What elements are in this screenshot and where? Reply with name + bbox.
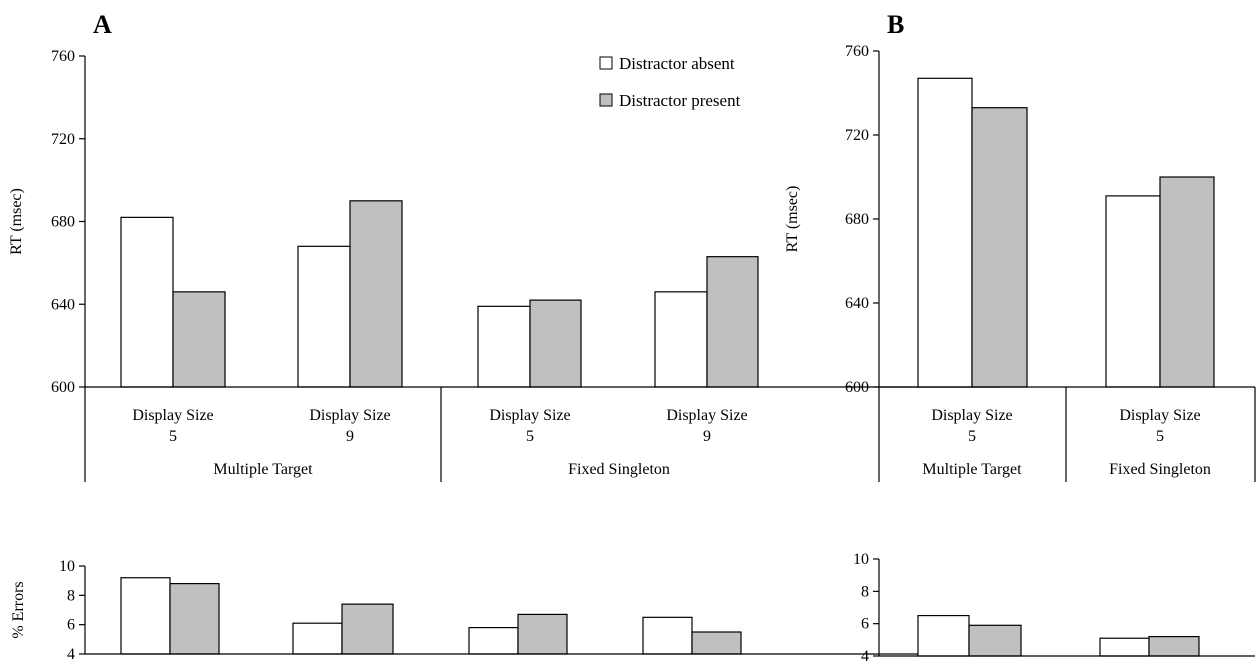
y-tick-label: 600 xyxy=(845,379,869,396)
x-category-label: Display Size xyxy=(666,407,747,424)
y-tick-label: 4 xyxy=(67,646,75,663)
y-tick-label: 8 xyxy=(861,583,869,600)
bar-distractor-absent xyxy=(642,616,693,655)
bar-distractor-absent xyxy=(917,77,973,388)
bar-distractor-absent xyxy=(917,614,970,657)
chart-a-rt: 600 640 680 720 760 RT (msec) Display Size 5 Dis… xyxy=(8,48,1000,482)
legend: Distractor absent Distractor present xyxy=(599,54,741,110)
legend-label-present: Distractor present xyxy=(619,91,741,110)
bar-distractor-present xyxy=(968,624,1022,657)
y-tick-label: 680 xyxy=(51,214,75,231)
y-axis-title: RT (msec) xyxy=(8,188,25,255)
chart-b-errors: 4 6 8 10 xyxy=(853,551,1255,663)
bar-distractor-present xyxy=(517,613,568,655)
x-category-label: Display Size xyxy=(1119,407,1200,424)
y-tick-label: 640 xyxy=(51,296,75,313)
x-category-value: 5 xyxy=(526,428,534,445)
bar-distractor-absent xyxy=(468,626,519,655)
x-group-label: Fixed Singleton xyxy=(568,461,670,478)
y-tick-label: 680 xyxy=(845,211,869,228)
bar-distractor-present xyxy=(349,200,403,388)
bar-distractor-absent xyxy=(120,577,171,655)
y-tick-label: 6 xyxy=(67,617,75,634)
x-category-label: Display Size xyxy=(132,407,213,424)
y-axis-title: RT (msec) xyxy=(784,186,801,253)
bar-distractor-absent xyxy=(477,305,531,388)
x-category-value: 9 xyxy=(703,428,711,445)
bar-distractor-present xyxy=(1148,635,1200,657)
bar-distractor-present xyxy=(706,256,759,388)
x-category-label: Display Size xyxy=(309,407,390,424)
y-tick-label: 6 xyxy=(861,616,869,633)
x-category-label: Display Size xyxy=(489,407,570,424)
bar-distractor-absent xyxy=(292,622,343,655)
y-tick-label: 10 xyxy=(853,551,869,568)
bar-distractor-present xyxy=(529,299,582,388)
bar-distractor-present xyxy=(971,107,1028,388)
y-tick-label: 10 xyxy=(59,558,75,575)
bar-distractor-present xyxy=(1159,176,1215,388)
y-axis-title: % Errors xyxy=(10,581,27,638)
bar-distractor-absent xyxy=(1099,637,1150,657)
bar-distractor-present xyxy=(169,582,220,655)
legend-swatch-absent xyxy=(599,56,613,70)
x-group-label: Fixed Singleton xyxy=(1109,461,1211,478)
panel-label-a: A xyxy=(93,10,112,39)
x-category-value: 5 xyxy=(169,428,177,445)
legend-label-absent: Distractor absent xyxy=(619,54,735,73)
legend-swatch-present xyxy=(599,93,613,107)
y-tick-label: 720 xyxy=(845,127,869,144)
chart-b-rt: 600 640 680 720 760 RT (msec) Display Size 5 Dis… xyxy=(784,43,1256,482)
y-tick-label: 720 xyxy=(51,131,75,148)
y-tick-label: 8 xyxy=(67,587,75,604)
bar-distractor-absent xyxy=(297,245,351,388)
x-category-value: 9 xyxy=(346,428,354,445)
bar-distractor-present xyxy=(341,603,394,655)
x-category-value: 5 xyxy=(1156,428,1164,445)
x-category-label: Display Size xyxy=(931,407,1012,424)
x-group-label: Multiple Target xyxy=(213,461,313,478)
chart-a-errors: 4 6 8 10 % Errors xyxy=(10,558,1000,663)
bar-distractor-absent xyxy=(1105,195,1161,388)
y-tick-label: 4 xyxy=(861,648,869,663)
bar-distractor-present xyxy=(691,631,742,655)
y-tick-label: 640 xyxy=(845,295,869,312)
bar-distractor-present xyxy=(172,291,226,388)
bar-distractor-absent xyxy=(654,291,708,388)
y-tick-label: 760 xyxy=(845,43,869,60)
bar-distractor-absent xyxy=(120,216,174,388)
panel-label-b: B xyxy=(887,10,904,39)
y-tick-label: 760 xyxy=(51,48,75,65)
x-group-label: Multiple Target xyxy=(922,461,1022,478)
x-category-value: 5 xyxy=(968,428,976,445)
y-tick-label: 600 xyxy=(51,379,75,396)
